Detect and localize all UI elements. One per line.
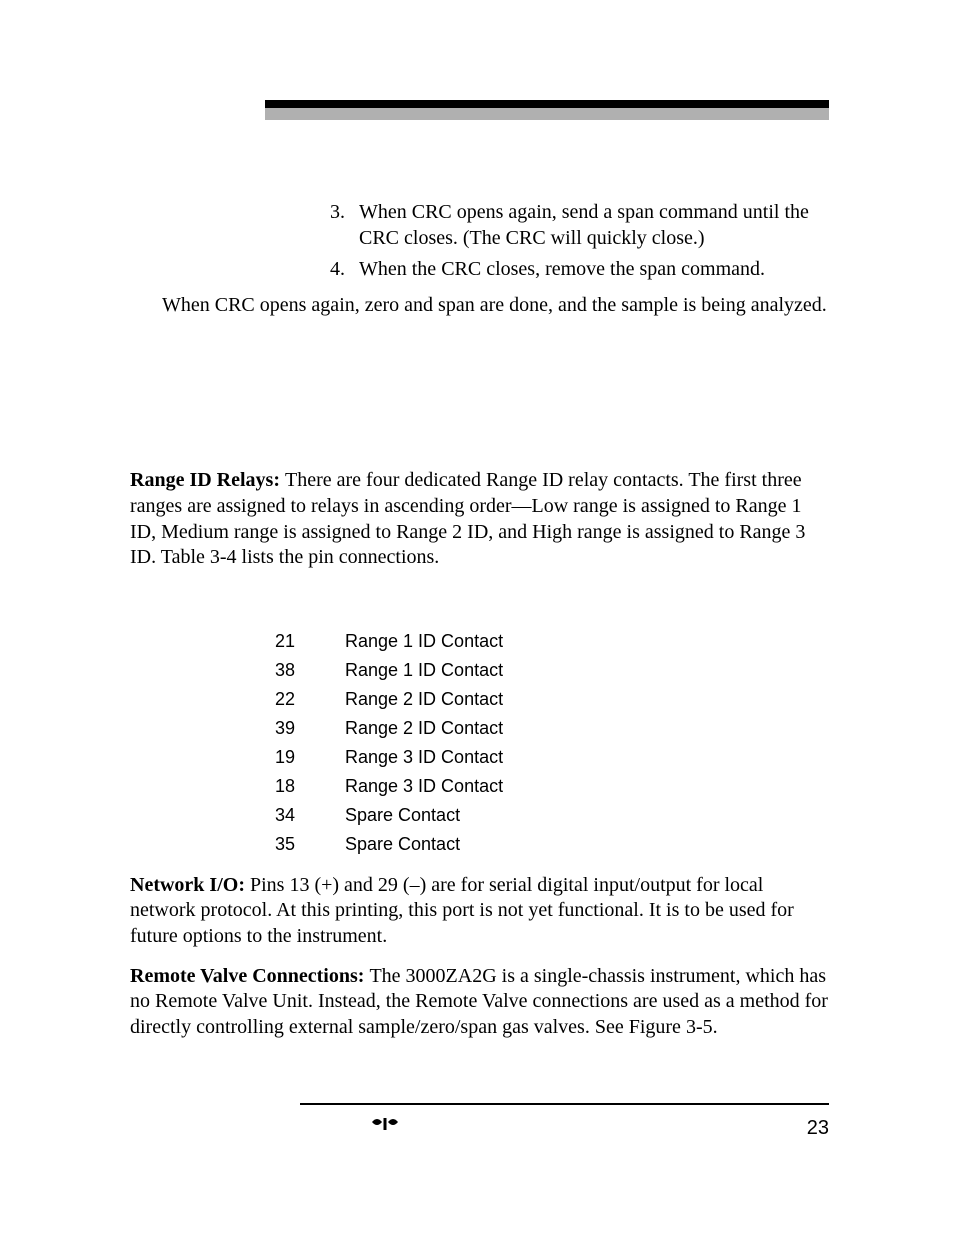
- table-row: 38 Range 1 ID Contact: [130, 660, 829, 681]
- pin-desc: Range 2 ID Contact: [345, 718, 829, 739]
- pin-number: 39: [275, 718, 315, 739]
- body-content: 3. When CRC opens again, send a span com…: [265, 200, 829, 283]
- list-item: 3. When CRC opens again, send a span com…: [265, 200, 829, 251]
- list-item-number: 4.: [315, 257, 345, 283]
- section-gap: [130, 318, 829, 468]
- table-row: 18 Range 3 ID Contact: [130, 776, 829, 797]
- table-row: 35 Spare Contact: [130, 834, 829, 855]
- pin-number: 35: [275, 834, 315, 855]
- pin-number: 19: [275, 747, 315, 768]
- pin-table: 21 Range 1 ID Contact 38 Range 1 ID Cont…: [130, 631, 829, 855]
- table-row: 34 Spare Contact: [130, 805, 829, 826]
- remote-valve-label: Remote Valve Connections:: [130, 965, 369, 987]
- pin-number: 21: [275, 631, 315, 652]
- closing-text: When CRC opens again, zero and span are …: [162, 294, 827, 316]
- pin-number: 22: [275, 689, 315, 710]
- pin-number: 38: [275, 660, 315, 681]
- network-io-label: Network I/O:: [130, 874, 250, 896]
- header-rule-grey: [265, 108, 829, 120]
- table-row: 39 Range 2 ID Contact: [130, 718, 829, 739]
- pin-number: 34: [275, 805, 315, 826]
- closing-paragraph: When CRC opens again, zero and span are …: [130, 293, 829, 319]
- pin-desc: Range 3 ID Contact: [345, 747, 829, 768]
- header-rules: [265, 100, 829, 120]
- range-id-paragraph: Range ID Relays: There are four dedicate…: [130, 468, 829, 570]
- footer-rule: [300, 1103, 829, 1105]
- list-item-number: 3.: [315, 200, 345, 251]
- header-rule-black: [265, 100, 829, 108]
- pin-desc: Range 1 ID Contact: [345, 631, 829, 652]
- range-id-label: Range ID Relays:: [130, 469, 285, 491]
- pin-desc: Range 3 ID Contact: [345, 776, 829, 797]
- pin-desc: Spare Contact: [345, 805, 829, 826]
- pin-desc: Spare Contact: [345, 834, 829, 855]
- table-row: 19 Range 3 ID Contact: [130, 747, 829, 768]
- pin-desc: Range 1 ID Contact: [345, 660, 829, 681]
- network-io-paragraph: Network I/O: Pins 13 (+) and 29 (–) are …: [130, 873, 829, 950]
- list-item-text: When CRC opens again, send a span comman…: [359, 200, 829, 251]
- list-item: 4. When the CRC closes, remove the span …: [265, 257, 829, 283]
- remote-valve-paragraph: Remote Valve Connections: The 3000ZA2G i…: [130, 964, 829, 1041]
- page: 3. When CRC opens again, send a span com…: [0, 0, 954, 1235]
- list-item-text: When the CRC closes, remove the span com…: [359, 257, 829, 283]
- page-number: 23: [807, 1117, 829, 1140]
- pin-number: 18: [275, 776, 315, 797]
- table-row: 21 Range 1 ID Contact: [130, 631, 829, 652]
- footer-logo-icon: [370, 1114, 400, 1137]
- pin-desc: Range 2 ID Contact: [345, 689, 829, 710]
- table-row: 22 Range 2 ID Contact: [130, 689, 829, 710]
